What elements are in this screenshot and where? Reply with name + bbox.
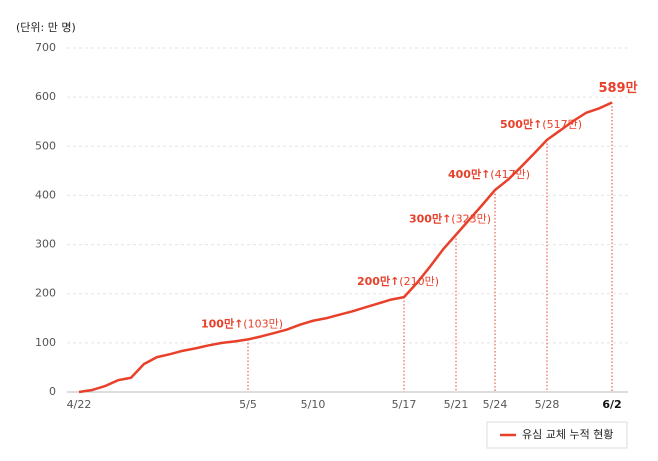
annotation-detail: (103만)	[243, 317, 283, 330]
y-tick-label: 100	[35, 336, 56, 349]
x-tick-label: 6/2	[602, 398, 621, 411]
y-tick-label: 200	[35, 287, 56, 300]
x-tick-label: 5/28	[535, 398, 560, 411]
x-tick-label: 5/21	[444, 398, 469, 411]
y-tick-label: 300	[35, 238, 56, 251]
annotation: 589만	[598, 80, 637, 96]
x-tick-label: 5/5	[239, 398, 257, 411]
annotation-text: 400만↑	[448, 167, 490, 181]
y-tick-label: 700	[35, 41, 56, 54]
annotation: 300만↑(323만)	[409, 212, 491, 226]
legend-label: 유심 교체 누적 현황	[522, 428, 613, 441]
y-tick-label: 600	[35, 90, 56, 103]
y-tick-label: 500	[35, 139, 56, 152]
y-tick-label: 400	[35, 188, 56, 201]
line	[78, 101, 613, 394]
annotation: 400만↑(417만)	[448, 167, 530, 181]
annotation: 200만↑(210만)	[357, 274, 439, 288]
annotation-text: 200만↑	[357, 274, 399, 288]
x-tick-label: 5/17	[392, 398, 417, 411]
annotation-text: 300만↑	[409, 212, 451, 226]
y-tick-label: 0	[49, 385, 56, 398]
x-tick-label: 5/10	[301, 398, 326, 411]
unit-label: (단위: 만 명)	[16, 21, 76, 34]
x-tick-label: 5/24	[483, 398, 508, 411]
annotation: 100만↑(103만)	[201, 316, 283, 330]
annotation-detail: (417만)	[490, 168, 530, 181]
annotation-text: 100만↑	[201, 316, 243, 330]
annotation-text: 500만↑	[500, 117, 542, 131]
x-tick-label: 4/22	[67, 398, 92, 411]
